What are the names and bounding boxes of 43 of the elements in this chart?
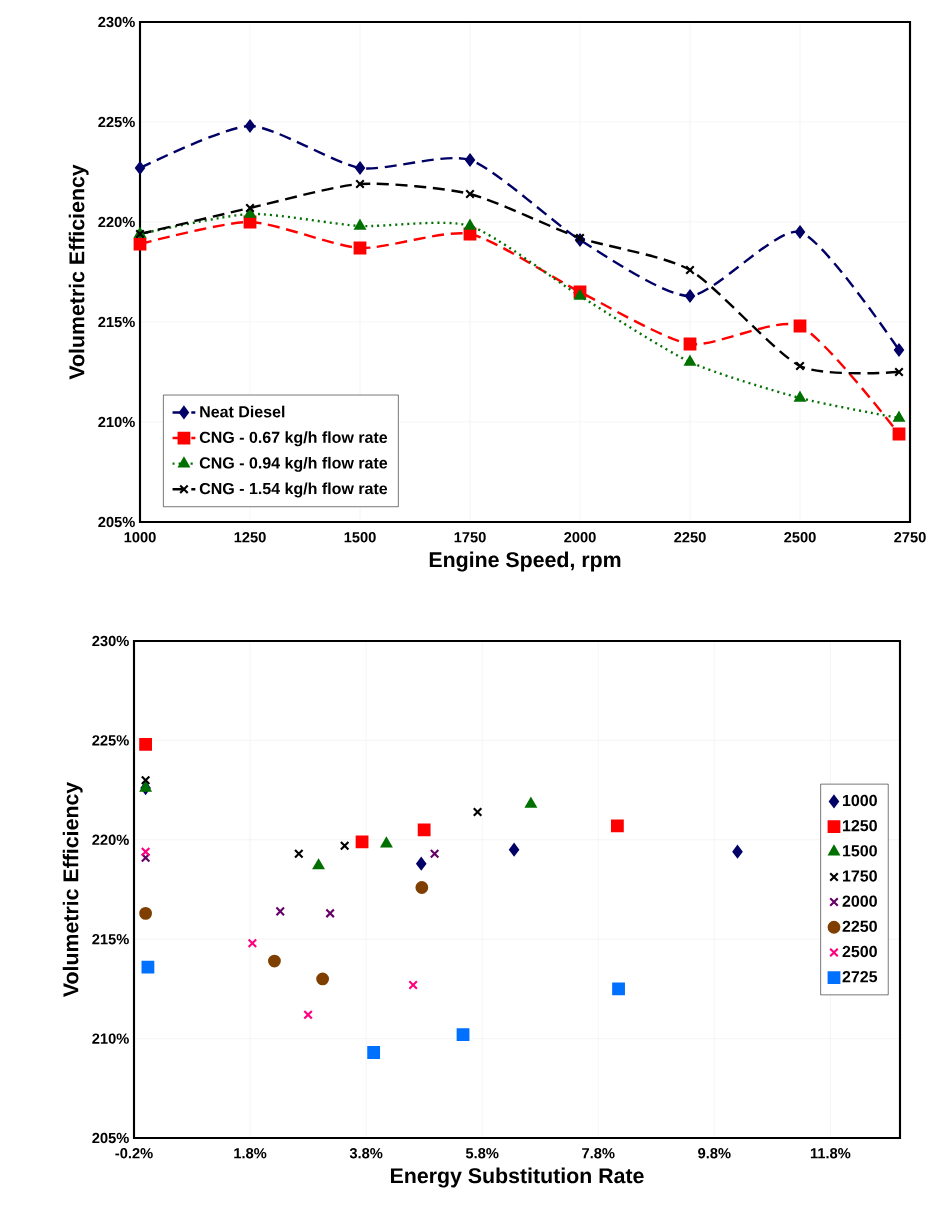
y-axis-title: Volumetric Efficiency	[68, 164, 89, 380]
y-tick-label: 230%	[92, 635, 129, 647]
y-tick-label: 220%	[98, 216, 135, 228]
legend-label: 1500	[842, 845, 877, 857]
y-tick-label: 215%	[98, 316, 135, 328]
x-tick-label: -0.2%	[115, 1148, 153, 1159]
legend-label: CNG - 0.94 kg/h flow rate	[199, 456, 388, 472]
legend-label: 2000	[842, 895, 877, 907]
y-tick-label: 210%	[92, 1033, 129, 1044]
x-tick-label: 1.8%	[234, 1148, 267, 1159]
x-tick-label: 2000	[564, 532, 596, 543]
legend-label: 2250	[842, 920, 877, 932]
x-tick-label: 9.8%	[698, 1148, 731, 1159]
x-tick-label: 3.8%	[349, 1148, 383, 1159]
y-tick-label: 225%	[98, 116, 135, 128]
legend-label: Neat Diesel	[200, 405, 285, 418]
x-tick-label: 7.8%	[582, 1148, 615, 1159]
x-tick-label: 2500	[784, 532, 816, 543]
legend-label: CNG - 0.67 kg/h flow rate	[199, 431, 388, 447]
x-tick-label: 2250	[674, 532, 706, 543]
y-tick-label: 220%	[92, 834, 129, 845]
legend-label: 1000	[842, 794, 877, 807]
x-tick-label: 1000	[124, 532, 156, 543]
legend-label: CNG - 1.54 kg/h flow rate	[199, 482, 388, 498]
y-axis-title: Volumetric Efficiency	[62, 781, 83, 998]
x-tick-label: 5.8%	[465, 1148, 499, 1159]
x-axis-title: Energy Substitution Rate	[391, 1167, 644, 1188]
y-tick-label: 210%	[98, 416, 135, 428]
x-tick-label: 2750	[894, 532, 926, 543]
x-tick-label: 1500	[344, 532, 376, 543]
x-tick-label: 1750	[454, 532, 486, 543]
y-tick-label: 225%	[92, 735, 129, 746]
x-tick-label: 11.8%	[810, 1148, 851, 1159]
legend-label: 2725	[842, 971, 878, 983]
x-axis-title: Engine Speed, rpm	[429, 551, 621, 572]
legend-label: 1250	[842, 819, 877, 832]
x-tick-label: 1250	[234, 532, 266, 543]
y-tick-label: 215%	[92, 934, 129, 945]
legend-label: 1750	[842, 870, 877, 882]
y-tick-label: 205%	[92, 1132, 129, 1144]
y-tick-label: 230%	[98, 16, 135, 28]
y-tick-label: 205%	[98, 516, 135, 528]
legend-label: 2500	[842, 945, 877, 958]
